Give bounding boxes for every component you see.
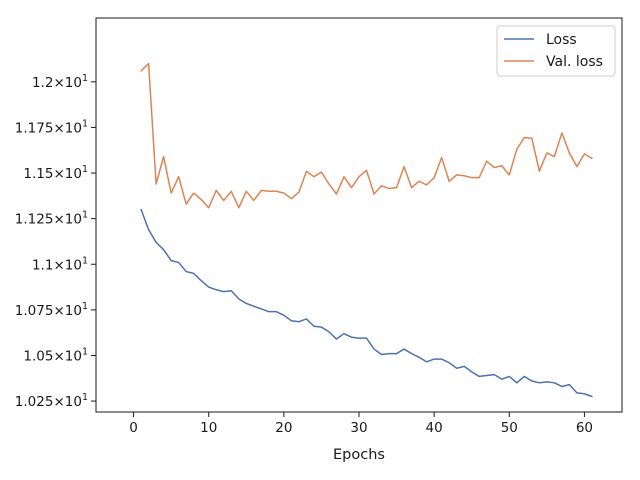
- x-tick-label: 10: [200, 420, 217, 436]
- y-tick-mantissa: 1.125: [15, 212, 54, 228]
- y-tick-label: 1.075×101: [15, 301, 88, 319]
- plot-frame: [95, 17, 623, 413]
- y-tick-mantissa: 1.025: [15, 394, 54, 410]
- y-tick-mantissa: 1.05: [23, 348, 53, 364]
- y-tick-times-sign: ×10: [53, 303, 82, 319]
- x-tick-label: 50: [501, 420, 518, 436]
- y-tick-exponent: 1: [82, 73, 88, 84]
- y-tick-label: 1.125×101: [15, 210, 88, 228]
- y-tick-times-sign: ×10: [53, 75, 82, 91]
- y-tick-times-sign: ×10: [53, 348, 82, 364]
- y-tick-label: 1.175×101: [15, 118, 88, 136]
- y-tick-exponent: 1: [82, 210, 88, 221]
- y-tick-exponent: 1: [82, 346, 88, 357]
- y-tick-exponent: 1: [82, 392, 88, 403]
- y-tick-label: 1.025×101: [15, 392, 88, 410]
- y-tick-label: 1.2×101: [32, 73, 88, 91]
- y-tick-times-sign: ×10: [53, 257, 82, 273]
- y-tick-exponent: 1: [82, 118, 88, 129]
- x-tick-label: 40: [426, 420, 443, 436]
- x-tick-label: 20: [275, 420, 292, 436]
- y-tick-exponent: 1: [82, 301, 88, 312]
- y-tick-times-sign: ×10: [53, 394, 82, 410]
- series-line-val-loss: [140, 62, 593, 209]
- y-tick-label: 1.05×101: [23, 346, 88, 364]
- y-tick-label: 1.15×101: [23, 164, 88, 182]
- legend-label: Loss: [546, 32, 577, 48]
- y-tick-exponent: 1: [82, 164, 88, 175]
- y-tick-times-sign: ×10: [53, 120, 82, 136]
- y-tick-label: 1.1×101: [32, 255, 88, 273]
- x-axis-ticks: 0 10 20 30 40 50 60: [129, 412, 593, 436]
- y-axis-ticks: 1.025×1011.05×1011.075×1011.1×1011.125×1…: [15, 73, 96, 410]
- series-line-loss: [140, 208, 593, 398]
- y-tick-mantissa: 1.1: [32, 257, 53, 273]
- plot-lines: [140, 62, 593, 398]
- y-tick-mantissa: 1.075: [15, 303, 54, 319]
- y-tick-mantissa: 1.15: [23, 166, 53, 182]
- x-tick-label: 0: [129, 420, 138, 436]
- y-tick-times-sign: ×10: [53, 166, 82, 182]
- y-tick-times-sign: ×10: [53, 212, 82, 228]
- x-tick-label: 30: [350, 420, 367, 436]
- y-tick-mantissa: 1.175: [15, 120, 54, 136]
- legend-label: Val. loss: [546, 54, 603, 70]
- y-tick-exponent: 1: [82, 255, 88, 266]
- y-tick-mantissa: 1.2: [32, 75, 53, 91]
- legend: Loss Val. loss: [496, 25, 616, 77]
- x-axis-label: Epochs: [333, 447, 385, 463]
- x-tick-label: 60: [576, 420, 593, 436]
